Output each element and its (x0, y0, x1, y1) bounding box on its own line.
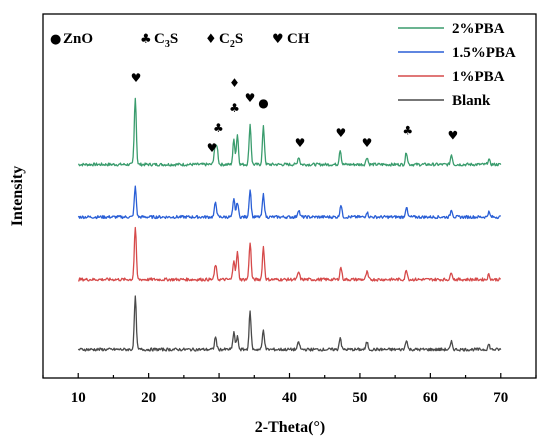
trace-1-pba (78, 226, 501, 282)
legend-label-1pba: 1%PBA (452, 69, 505, 85)
legend-label-1-5pba: 1.5%PBA (452, 45, 516, 61)
phase-legend-item-ch: ♥ CH (272, 31, 310, 47)
diamond-icon: ♦ (205, 32, 217, 47)
legend-item-blank: Blank (398, 93, 491, 109)
heart-icon: ♥ (336, 126, 347, 140)
traces (77, 97, 502, 352)
phase-label-zno: ZnO (63, 31, 93, 47)
legend-label-blank: Blank (452, 93, 491, 109)
diamond-icon: ♦ (229, 76, 240, 90)
phase-legend-item-zno: ● ZnO (50, 31, 93, 47)
heart-icon: ♥ (448, 129, 459, 143)
x-tick-label-30: 30 (212, 390, 227, 406)
circle-icon: ● (258, 96, 268, 110)
x-axis-ticks: 10 20 30 40 50 60 70 (42, 373, 537, 406)
phase-label-c2s: C2S (219, 31, 243, 50)
trace-blank (77, 295, 502, 352)
phase-label-ch: CH (287, 31, 310, 47)
heart-icon: ♥ (245, 91, 256, 105)
series-legend: 2%PBA 1.5%PBA 1%PBA Blank (398, 21, 516, 109)
circle-icon: ● (50, 32, 61, 47)
legend-item-1-5pba: 1.5%PBA (398, 45, 516, 61)
x-tick-label-40: 40 (282, 390, 297, 406)
x-tick-label-50: 50 (352, 390, 367, 406)
trace-1-5-pba (77, 185, 501, 220)
heart-icon: ♥ (131, 71, 142, 85)
heart-icon: ♥ (362, 136, 373, 150)
legend-item-1pba: 1%PBA (398, 69, 505, 85)
x-tick-label-60: 60 (423, 390, 438, 406)
x-tick-label-10: 10 (71, 390, 86, 406)
club-icon: ♣ (140, 32, 152, 47)
legend-item-2pba: 2%PBA (398, 21, 505, 37)
heart-icon: ♥ (295, 136, 306, 150)
phase-legend-item-c3s: ♣ C3S (140, 31, 178, 50)
club-icon: ♣ (229, 101, 240, 115)
y-axis-title: Intensity (9, 166, 26, 226)
x-tick-label-20: 20 (141, 390, 156, 406)
phase-label-c3s: C3S (154, 31, 178, 50)
x-tick-label-70: 70 (493, 390, 508, 406)
club-icon: ♣ (402, 124, 413, 138)
club-icon: ♣ (213, 121, 224, 135)
phase-legend-item-c2s: ♦ C2S (205, 31, 243, 50)
legend-label-2pba: 2%PBA (452, 21, 505, 37)
heart-icon: ♥ (207, 141, 218, 155)
trace-2-pba (78, 97, 502, 167)
phase-legend: ● ZnO ♣ C3S ♦ C2S ♥ CH (50, 31, 310, 50)
peak-markers: ♥♥♣♦♣♥ ●♥♥♥♣ ♥ (131, 71, 459, 155)
x-axis-title: 2-Theta(°) (255, 419, 325, 436)
heart-icon: ♥ (272, 32, 284, 47)
